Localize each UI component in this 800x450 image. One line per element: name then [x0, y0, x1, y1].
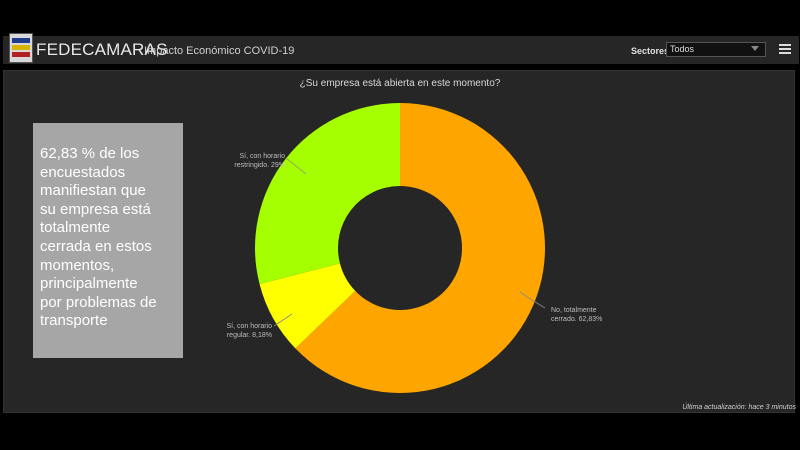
slice-closed[interactable]: [295, 103, 546, 394]
slice-label-restricted: Sí, con horario restringido. 29%: [234, 153, 285, 169]
sector-dropdown-value: Todos: [670, 44, 695, 54]
chart-question: ¿Su empresa está abierta en este momento…: [299, 78, 501, 89]
slice-label-regular: Sí, con horario regular. 8,18%: [226, 323, 272, 339]
summary-callout: 62,83 % de los encuestados manifiestan que…: [33, 123, 183, 358]
callout-line: totalmente: [40, 219, 111, 237]
callout-line: por problemas de: [40, 293, 157, 311]
fedecamaras-logo: [9, 33, 33, 63]
leader-restricted: [285, 157, 307, 175]
slice-label-closed: No, totalmente cerrado. 62,83%: [551, 307, 603, 323]
hamburger-icon[interactable]: [779, 44, 791, 55]
callout-line: momentos,: [40, 256, 115, 274]
app-subtitle: Impacto Económico COVID-19: [144, 45, 295, 57]
callout-line: principalmente: [40, 275, 138, 293]
last-updated: Última actualización: hace 3 minutos: [682, 404, 796, 411]
chevron-down-icon: [751, 46, 759, 51]
callout-line: transporte: [40, 312, 108, 330]
leader-regular: [273, 313, 293, 327]
callout-line: su empresa está: [40, 200, 151, 218]
slice-regular[interactable]: [259, 263, 356, 349]
leader-closed: [519, 291, 546, 309]
app-title: FEDECAMARAS: [36, 40, 168, 59]
callout-line: encuestados: [40, 163, 126, 181]
callout-line: cerrada en estos: [40, 237, 152, 255]
sector-dropdown[interactable]: Todos: [666, 42, 766, 57]
sector-filter-label: Sectores: [631, 46, 670, 56]
callout-line: manifiestan que: [40, 182, 146, 200]
slice-restricted[interactable]: [254, 103, 400, 284]
callout-line: 62,83 % de los: [40, 145, 140, 162]
